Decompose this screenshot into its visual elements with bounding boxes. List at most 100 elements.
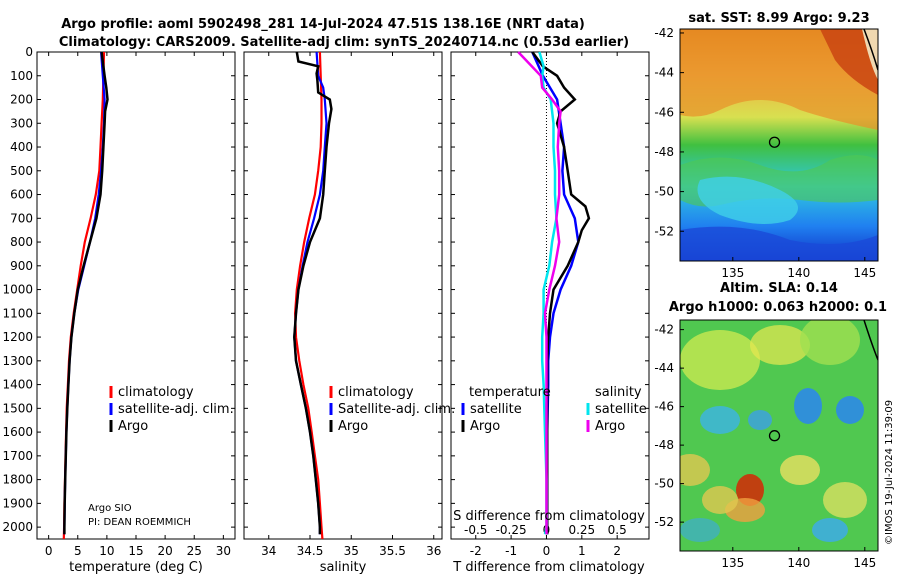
sla-map-title2: Argo h1000: 0.063 h2000: 0.1 bbox=[669, 300, 887, 315]
depth-tick-label: 1200 bbox=[2, 330, 33, 344]
x-tick-label: 35.5 bbox=[379, 544, 406, 558]
x-tick-label: 35 bbox=[344, 544, 359, 558]
depth-tick-label: 1700 bbox=[2, 449, 33, 463]
annotation-argo-sio: Argo SIO bbox=[88, 503, 132, 514]
difference-xlabel-t: T difference from climatology bbox=[452, 560, 645, 575]
map-y-tick-label: -46 bbox=[654, 105, 674, 119]
x-tick-label: 10 bbox=[99, 544, 114, 558]
x-tick-label: 0 bbox=[543, 544, 551, 558]
legend-label-t-argo: Argo bbox=[470, 419, 500, 434]
depth-tick-label: 1400 bbox=[2, 378, 33, 392]
map-y-tick-label: -42 bbox=[654, 26, 674, 40]
map-y-tick-label: -52 bbox=[654, 224, 674, 238]
series-line-temperature-satellite bbox=[531, 51, 580, 535]
map-x-tick-label: 145 bbox=[853, 556, 876, 570]
map-y-tick-label: -44 bbox=[654, 361, 674, 375]
temperature-legend: climatology satellite-adj. clim. Argo bbox=[109, 385, 234, 434]
sst-map-axes bbox=[679, 28, 879, 262]
map-y-tick-label: -48 bbox=[654, 145, 674, 159]
difference-xlabel-s: S difference from climatology bbox=[453, 509, 645, 524]
series-line-argo bbox=[293, 51, 333, 535]
series-line-argo bbox=[63, 51, 109, 535]
map-y-tick-label: -50 bbox=[654, 185, 674, 199]
depth-tick-label: 200 bbox=[10, 93, 33, 107]
salinity-legend: climatology Satellite-adj. clim. Argo bbox=[329, 385, 455, 434]
s-tick-label: -0.25 bbox=[496, 523, 527, 537]
sla-map-title: Altim. SLA: 0.14 bbox=[720, 281, 838, 296]
copyright-stamp: ©IMOS 19-Jul-2024 11:39:09 bbox=[884, 400, 895, 545]
map-y-tick-label: -46 bbox=[654, 400, 674, 414]
depth-tick-label: 1600 bbox=[2, 425, 33, 439]
s-tick-label: 0.25 bbox=[568, 523, 595, 537]
legend-label-satellite: Satellite-adj. clim. bbox=[338, 402, 455, 417]
x-tick-label: 34.5 bbox=[297, 544, 324, 558]
x-tick-label: 5 bbox=[74, 544, 82, 558]
legend-label-t-satellite: satellite bbox=[470, 402, 522, 417]
legend-label-argo: Argo bbox=[118, 419, 148, 434]
s-tick-label: -0.5 bbox=[464, 523, 487, 537]
map-x-tick-label: 145 bbox=[853, 266, 876, 280]
x-tick-label: 25 bbox=[187, 544, 202, 558]
depth-tick-label: 1300 bbox=[2, 354, 33, 368]
map-x-tick-label: 140 bbox=[787, 266, 810, 280]
x-tick-label: 2 bbox=[613, 544, 621, 558]
depth-tick-label: 1900 bbox=[2, 496, 33, 510]
salinity-xlabel: salinity bbox=[320, 560, 367, 575]
legend-title-temperature: temperature bbox=[469, 385, 551, 400]
chart-title-line2: Climatology: CARS2009. Satellite-adj cli… bbox=[59, 35, 629, 50]
x-tick-label: 36 bbox=[426, 544, 441, 558]
chart-title-line1: Argo profile: aoml 5902498_281 14-Jul-20… bbox=[61, 17, 585, 32]
depth-tick-label: 1500 bbox=[2, 401, 33, 415]
sla-map-axes bbox=[679, 319, 879, 552]
series-line-salinity-argo bbox=[517, 51, 562, 535]
depth-tick-label: 400 bbox=[10, 140, 33, 154]
series-line-climatology bbox=[293, 51, 324, 540]
difference-axes bbox=[450, 51, 650, 540]
series-line-satellite-adj--clim- bbox=[63, 51, 106, 535]
map-y-tick-label: -48 bbox=[654, 438, 674, 452]
legend-title-salinity: salinity bbox=[595, 385, 642, 400]
map-y-tick-label: -44 bbox=[654, 66, 674, 80]
difference-legend: temperature salinity satellite Argo sate… bbox=[461, 385, 647, 434]
profile-location-marker bbox=[768, 430, 781, 442]
legend-label-s-satellite: satellite bbox=[595, 402, 647, 417]
x-tick-label: 1 bbox=[578, 544, 586, 558]
temperature-xlabel: temperature (deg C) bbox=[69, 560, 203, 575]
map-x-tick-label: 135 bbox=[721, 556, 744, 570]
depth-tick-label: 500 bbox=[10, 164, 33, 178]
x-tick-label: 30 bbox=[216, 544, 231, 558]
depth-tick-label: 600 bbox=[10, 188, 33, 202]
map-x-tick-label: 135 bbox=[721, 266, 744, 280]
x-tick-label: 15 bbox=[128, 544, 143, 558]
depth-tick-label: 300 bbox=[10, 116, 33, 130]
depth-tick-label: 1800 bbox=[2, 473, 33, 487]
legend-label-satellite: satellite-adj. clim. bbox=[118, 402, 234, 417]
legend-label-climatology: climatology bbox=[118, 385, 194, 400]
profile-location-marker bbox=[768, 136, 781, 148]
legend-label-s-argo: Argo bbox=[595, 419, 625, 434]
sst-map-title: sat. SST: 8.99 Argo: 9.23 bbox=[688, 11, 869, 26]
x-tick-label: -2 bbox=[470, 544, 482, 558]
depth-tick-label: 800 bbox=[10, 235, 33, 249]
x-tick-label: -1 bbox=[505, 544, 517, 558]
depth-tick-label: 1000 bbox=[2, 283, 33, 297]
map-y-tick-label: -52 bbox=[654, 515, 674, 529]
series-line-climatology bbox=[62, 51, 106, 540]
map-y-tick-label: -42 bbox=[654, 323, 674, 337]
legend-label-climatology: climatology bbox=[338, 385, 414, 400]
depth-tick-label: 700 bbox=[10, 211, 33, 225]
map-x-tick-label: 140 bbox=[787, 556, 810, 570]
map-y-tick-label: -50 bbox=[654, 477, 674, 491]
depth-tick-label: 100 bbox=[10, 69, 33, 83]
annotation-pi: PI: DEAN ROEMMICH bbox=[88, 517, 191, 528]
x-tick-label: 0 bbox=[45, 544, 53, 558]
depth-tick-label: 900 bbox=[10, 259, 33, 273]
depth-tick-label: 2000 bbox=[2, 520, 33, 534]
sla-map-image bbox=[680, 320, 878, 551]
x-tick-label: 20 bbox=[157, 544, 172, 558]
s-tick-label: 0.5 bbox=[608, 523, 627, 537]
depth-tick-label: 1100 bbox=[2, 306, 33, 320]
legend-label-argo: Argo bbox=[338, 419, 368, 434]
x-tick-label: 34 bbox=[261, 544, 276, 558]
